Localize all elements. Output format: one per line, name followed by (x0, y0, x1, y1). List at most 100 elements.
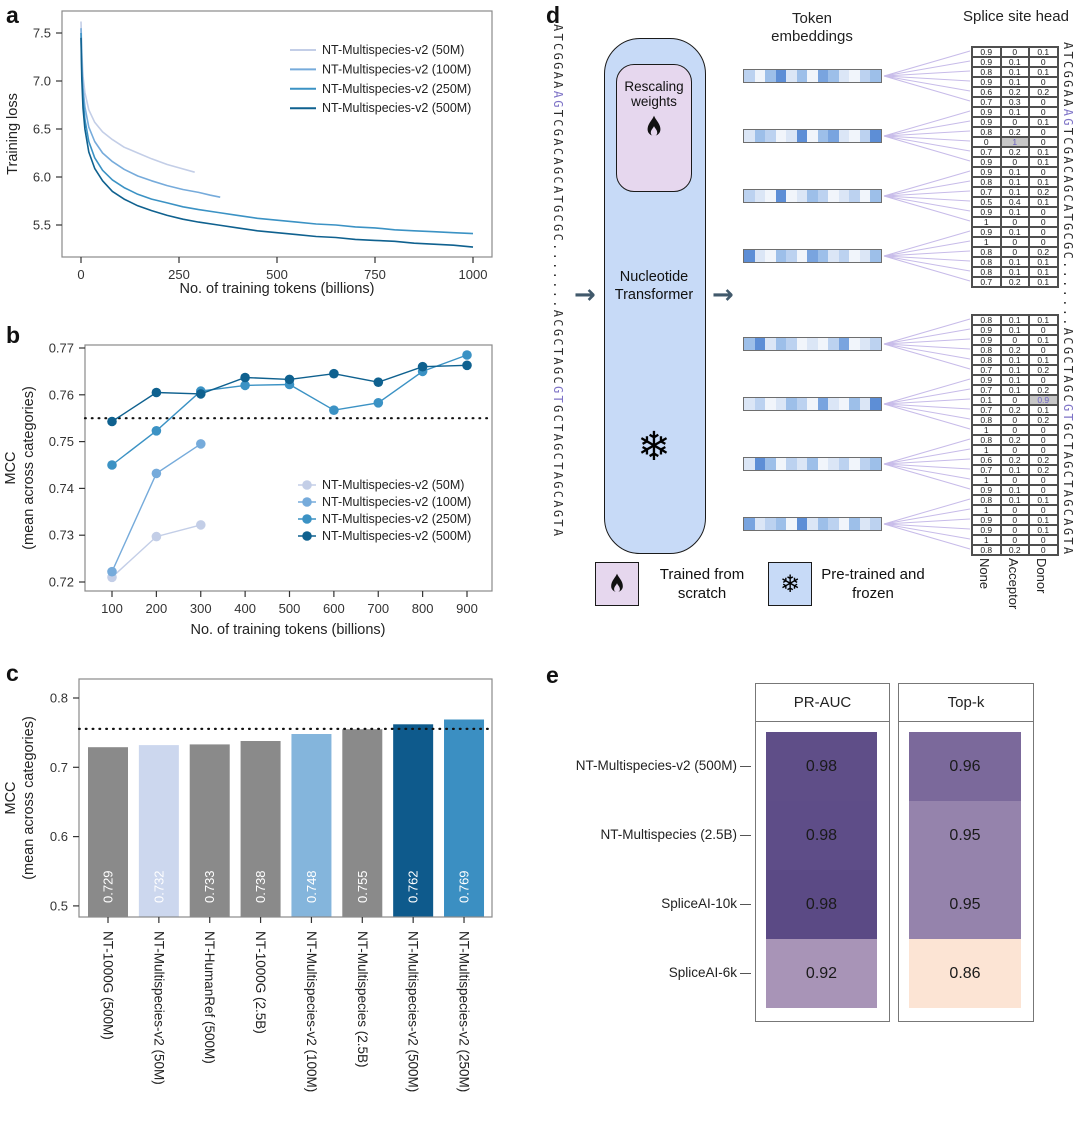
mcc-bar (444, 719, 485, 917)
probability-cell: 0 (1029, 445, 1058, 455)
tick-label: 0.6 (50, 829, 68, 844)
connector-line (883, 498, 971, 525)
pretrained-frozen-box: ❄ (768, 562, 812, 606)
embedding-cell (870, 130, 881, 142)
embedding-cell (786, 518, 797, 530)
probability-cell: 0 (1029, 77, 1058, 87)
embedding-cell (838, 338, 850, 350)
data-point (329, 368, 339, 379)
legend-marker (302, 497, 312, 507)
x-axis-title: No. of training tokens (billions) (179, 281, 374, 297)
probability-cell: 0.1 (1000, 57, 1029, 67)
embedding-cell (838, 458, 850, 470)
tick-label: 0.75 (49, 434, 74, 449)
connector-line (883, 328, 971, 345)
embedding-cell (765, 458, 776, 470)
dna-input-sequence: ATCGGAAAGTCGACAGCATGCGC.......ACGCTAGCGT… (551, 24, 565, 538)
probability-cell: 1 (972, 237, 1001, 247)
connector-line (883, 195, 971, 212)
plot-border (78, 678, 493, 918)
probability-row: 0.7 0.1 0.2 (972, 365, 1058, 375)
category-label: NT-Multispecies-v2 (250M) (457, 931, 472, 1092)
probability-cell: 0 (1029, 435, 1058, 445)
embedding-cell (754, 70, 766, 82)
embedding-cell (775, 70, 787, 82)
embedding-cell (775, 398, 787, 410)
probability-cell: 0.1 (1000, 227, 1029, 237)
token-embeddings-title: Token embeddings (771, 10, 853, 45)
connector-line (883, 135, 971, 142)
probability-cell: 0.9 (1029, 395, 1058, 405)
embedding-cell (817, 398, 829, 410)
embedding-cell (828, 130, 839, 142)
probability-cell: 0.1 (1029, 277, 1058, 287)
score-cell: 0.98 (766, 801, 877, 870)
probability-cell: 0.1 (1029, 315, 1058, 325)
probability-cell: 0.1 (1029, 405, 1058, 415)
connector-line (883, 70, 971, 77)
head-column-label: Donor (1034, 558, 1049, 594)
probability-cell: 1 (972, 535, 1001, 545)
probability-row: 0.9 0 0.1 (972, 515, 1058, 525)
connector-line (883, 170, 971, 197)
probability-cell: 0 (1029, 167, 1058, 177)
category-label: NT-1000G (500M) (101, 931, 116, 1040)
probability-cell: 0.8 (972, 315, 1001, 325)
row-label: NT-Multispecies (2.5B) (600, 826, 737, 842)
probability-cell: 0.1 (1000, 207, 1029, 217)
legend-entry: NT-Multispecies-v2 (100M) (322, 495, 471, 509)
probability-cell: 0.9 (972, 157, 1001, 167)
probability-cell: 1 (972, 505, 1001, 515)
head-column-label: Acceptor (1005, 558, 1021, 610)
embedding-cell (807, 70, 818, 82)
connector-line (883, 338, 971, 345)
bar-value-label: 0.738 (253, 870, 268, 903)
embedding-cell (775, 130, 787, 142)
embedding-cell (807, 458, 818, 470)
probability-cell: 0.9 (972, 77, 1001, 87)
probability-cell: 0.1 (1029, 335, 1058, 345)
arrow-right-icon: → (574, 280, 596, 310)
row-tick (740, 903, 751, 905)
category-label: NT-Multispecies-v2 (100M) (304, 931, 319, 1092)
probability-row: 0.8 0 0.2 (972, 247, 1058, 257)
probability-cell: 0.1 (1000, 465, 1029, 475)
embedding-cell (796, 458, 808, 470)
embedding-cell (870, 458, 881, 470)
probability-cell: 0.1 (972, 395, 1001, 405)
data-point (373, 398, 384, 408)
mcc-bar (88, 747, 128, 917)
probability-cell: 0 (1029, 217, 1058, 227)
tick-label: 100 (101, 601, 123, 616)
connector-line (883, 458, 971, 465)
probability-cell: 0.8 (972, 177, 1001, 187)
embedding-cell (870, 70, 881, 82)
probability-cell: 0.2 (1000, 455, 1029, 465)
loss-curve (80, 28, 221, 198)
embedding-cell (765, 250, 776, 262)
splice-site-letters: AG (1061, 108, 1075, 128)
embedding-cell (754, 250, 766, 262)
probability-cell: 0.2 (1000, 405, 1029, 415)
data-point (329, 405, 339, 415)
y-axis-title: MCC (3, 781, 19, 814)
probability-cell: 0 (1000, 217, 1029, 227)
probability-cell: 0 (1029, 485, 1058, 495)
connector-line (883, 398, 971, 405)
flame-icon (611, 573, 623, 592)
connector-line (883, 388, 971, 405)
probability-row: 0.5 0.4 0.1 (972, 197, 1058, 207)
probability-cell: 0.2 (1000, 127, 1029, 137)
legend-entry: NT-Multispecies-v2 (100M) (322, 62, 471, 76)
embedding-cell (786, 190, 797, 202)
token-embedding-bar (743, 337, 882, 351)
embedding-cell (796, 70, 808, 82)
probability-row: 0.9 0.1 0 (972, 375, 1058, 385)
embedding-cell (744, 338, 755, 350)
splice-site-letters: AG (551, 90, 565, 110)
data-point (240, 372, 250, 383)
probability-cell: 0.1 (1029, 177, 1058, 187)
probability-cell: 0 (1000, 415, 1029, 425)
row-tick (740, 972, 751, 974)
